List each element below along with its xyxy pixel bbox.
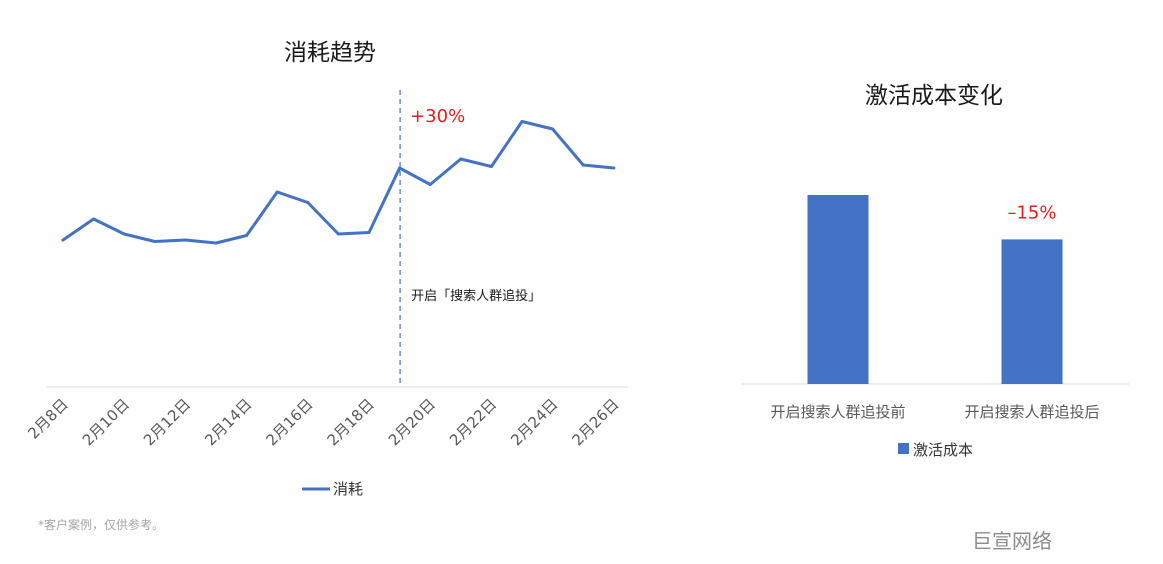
bar-category-label: 开启搜索人群追投前 — [770, 403, 905, 421]
spend-data-point — [306, 201, 310, 204]
x-tick-label: 2月14日 — [201, 395, 255, 449]
spend-data-point — [489, 165, 493, 168]
spend-series — [61, 120, 616, 245]
spend-data-point — [612, 166, 616, 170]
spend-data-point — [275, 190, 279, 194]
activation-cost-bar — [807, 195, 869, 384]
bar-chart-annotations: –15% — [1007, 202, 1056, 223]
spend-data-point — [245, 234, 249, 237]
spend-data-point — [520, 120, 524, 123]
campaign-start-label: 开启「搜索人群追投」 — [411, 288, 541, 304]
line-chart: 消耗趋势 2月8日 2月10日 2月12日 2月14日 2月16日 2月18日 2月20日 2… — [24, 40, 628, 498]
bar-chart: 激活成本变化 开启搜索人群追投前 开启搜索人群追投后 –15% 激活成本 — [741, 83, 1129, 459]
line-chart-x-tick-labels: 2月8日 2月10日 2月12日 2月14日 2月16日 2月18日 2月20日 2月22日 2… — [24, 395, 622, 449]
legend-swatch-activation-cost — [898, 443, 909, 454]
x-tick-label: 2月24日 — [507, 395, 561, 449]
spend-data-point — [214, 241, 218, 245]
activation-cost-bar — [1001, 239, 1063, 384]
legend-label-activation-cost: 激活成本 — [913, 441, 973, 459]
x-tick-label: 2月16日 — [262, 395, 316, 449]
x-tick-label: 2月20日 — [385, 395, 439, 449]
legend-label-spend: 消耗 — [333, 480, 363, 498]
cost-change-label: –15% — [1007, 202, 1056, 223]
spend-data-point — [153, 240, 157, 243]
spend-data-point — [398, 166, 402, 170]
bar-chart-legend: 激活成本 — [898, 441, 973, 459]
x-tick-label: 2月26日 — [568, 395, 622, 449]
spend-data-point — [367, 231, 371, 234]
x-tick-label: 2月8日 — [24, 395, 71, 442]
spend-data-point — [428, 183, 432, 186]
spend-data-point — [551, 127, 555, 131]
line-chart-legend: 消耗 — [302, 480, 363, 498]
x-tick-label: 2月12日 — [140, 395, 194, 449]
x-tick-label: 2月10日 — [79, 395, 133, 449]
bar-chart-title: 激活成本变化 — [865, 83, 1003, 109]
activation-cost-bars — [807, 195, 1063, 384]
spend-series-line — [61, 120, 616, 245]
spend-data-point — [336, 232, 340, 236]
brand-watermark: 巨宣网络 — [972, 529, 1052, 553]
spend-data-point — [122, 232, 126, 236]
bar-category-label: 开启搜索人群追投后 — [964, 403, 1099, 421]
footnote: *客户案例，仅供参考。 — [38, 517, 164, 532]
spend-data-point — [459, 157, 463, 161]
spend-data-point — [92, 217, 96, 221]
bar-chart-category-labels: 开启搜索人群追投前 开启搜索人群追投后 — [770, 403, 1099, 421]
spend-change-label: +30% — [410, 106, 465, 127]
spend-data-point — [61, 238, 65, 242]
x-tick-label: 2月22日 — [446, 395, 500, 449]
spend-data-point — [581, 163, 585, 167]
x-tick-label: 2月18日 — [324, 395, 378, 449]
spend-data-point — [183, 238, 187, 242]
line-chart-title: 消耗趋势 — [284, 40, 376, 66]
